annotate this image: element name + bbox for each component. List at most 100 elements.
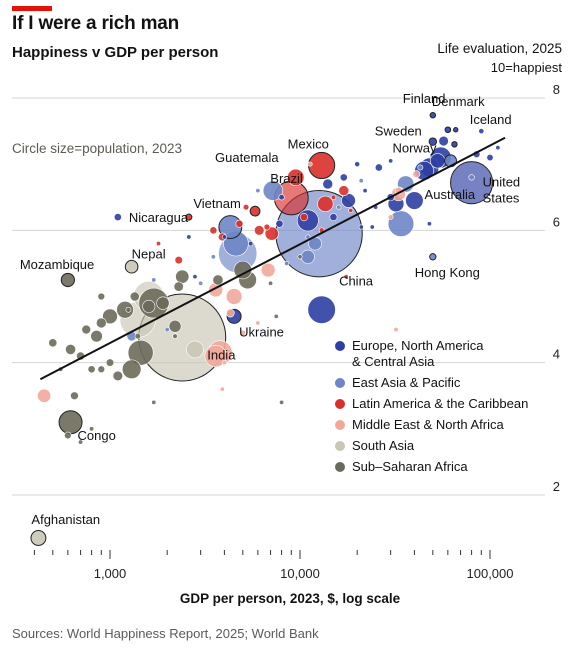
label-brazil: Brazil — [270, 171, 303, 186]
data-point — [468, 174, 475, 181]
data-point — [486, 153, 494, 162]
label-mexico: Mexico — [288, 136, 329, 151]
data-point — [113, 213, 122, 222]
point-hong-kong — [429, 253, 437, 261]
y-tick-label: 4 — [553, 347, 560, 362]
data-point — [221, 360, 227, 366]
y-axis-sublabel: 10=happiest — [490, 60, 562, 75]
point-denmark — [444, 126, 452, 134]
legend-label: South Asia — [352, 438, 415, 453]
point-nepal — [124, 259, 139, 274]
point-sweden — [428, 137, 438, 146]
data-point — [78, 439, 84, 445]
data-point — [121, 359, 142, 379]
data-point — [387, 214, 394, 220]
data-point — [478, 128, 485, 135]
legend: Europe, North America & Central Asia Eas… — [335, 338, 528, 480]
data-point — [287, 168, 305, 186]
data-point — [336, 204, 342, 210]
data-point — [322, 178, 334, 190]
legend-item-europe: Europe, North America & Central Asia — [335, 338, 528, 370]
data-point — [37, 388, 52, 403]
x-tick-label: 10,000 — [280, 566, 320, 581]
data-point — [48, 338, 58, 348]
legend-swatch — [335, 420, 345, 430]
data-point — [339, 173, 348, 182]
data-point — [362, 188, 368, 194]
legend-item-south-asia: South Asia — [335, 438, 528, 454]
data-point — [343, 274, 349, 280]
data-point — [239, 329, 246, 336]
point-guatemala — [249, 205, 261, 217]
point-norway — [451, 141, 458, 148]
point-afghanistan — [30, 530, 47, 546]
label-denmark: Denmark — [432, 94, 485, 109]
legend-swatch — [335, 462, 345, 472]
data-point — [219, 386, 225, 392]
legend-swatch — [335, 341, 345, 351]
x-tick-label: 1,000 — [94, 566, 127, 581]
legend-item-africa: Sub–Saharan Africa — [335, 459, 528, 475]
point-mozambique — [60, 272, 75, 288]
data-point — [212, 274, 224, 286]
data-point — [279, 399, 285, 405]
y-axis-label: Life evaluation, 2025 — [437, 41, 562, 56]
data-point — [164, 327, 170, 333]
data-point — [358, 178, 364, 184]
data-point — [174, 255, 183, 265]
data-point — [192, 274, 198, 280]
label-australia: Australia — [425, 187, 476, 202]
legend-swatch — [335, 378, 345, 388]
data-point — [299, 212, 309, 222]
data-point — [151, 399, 157, 405]
data-point — [254, 225, 265, 236]
point-vietnam — [218, 215, 243, 239]
data-point — [284, 260, 290, 266]
data-point — [307, 295, 336, 324]
legend-label: Middle East & North Africa — [352, 417, 504, 432]
chart-title: If I were a rich man — [12, 13, 180, 34]
data-point — [438, 135, 449, 147]
trend-line — [39, 136, 506, 381]
data-point — [134, 333, 141, 340]
data-point — [156, 241, 162, 247]
data-point — [173, 281, 184, 292]
label-finland: Finland — [403, 91, 446, 106]
label-afghanistan: Afghanistan — [31, 512, 100, 527]
label-line: United — [483, 175, 521, 190]
data-point — [426, 221, 432, 227]
data-point — [186, 340, 204, 359]
data-point — [273, 313, 279, 319]
legend-label: Sub–Saharan Africa — [352, 459, 468, 474]
label-hong-kong: Hong Kong — [415, 265, 480, 280]
label-india: India — [207, 348, 236, 363]
data-point — [329, 213, 338, 222]
data-point — [255, 320, 261, 326]
data-point — [175, 269, 190, 284]
label-guatemala: Guatemala — [215, 150, 279, 165]
source-note: Sources: World Happiness Report, 2025; W… — [12, 626, 319, 641]
data-point — [168, 319, 182, 333]
label-line: States — [483, 191, 520, 206]
data-point — [263, 223, 271, 231]
point-iceland — [453, 127, 459, 133]
data-point — [210, 254, 216, 260]
legend-swatch — [335, 399, 345, 409]
data-point — [264, 226, 279, 241]
data-point — [226, 308, 235, 318]
label-china: China — [339, 274, 374, 289]
label-norway: Norway — [392, 140, 437, 155]
data-point — [64, 431, 72, 440]
data-point — [354, 161, 361, 168]
data-point — [186, 234, 192, 240]
data-point — [90, 330, 103, 343]
data-point — [300, 249, 315, 264]
label-ukraine: Ukraine — [239, 324, 284, 339]
label-mozambique: Mozambique — [20, 257, 94, 272]
point-united-states — [450, 161, 494, 205]
data-point — [225, 288, 243, 305]
data-point — [156, 296, 170, 310]
data-point — [81, 324, 92, 335]
data-point — [142, 299, 156, 313]
label-sweden: Sweden — [375, 124, 422, 139]
